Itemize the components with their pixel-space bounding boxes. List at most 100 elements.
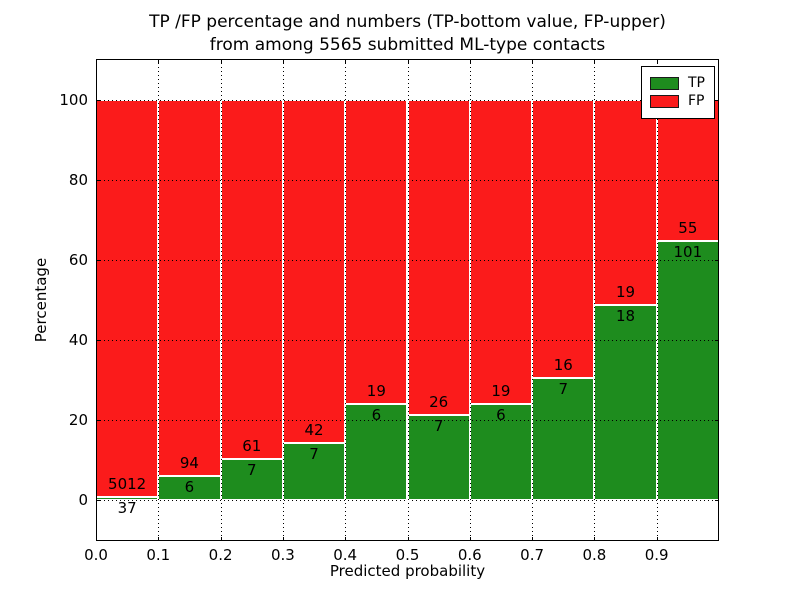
x-tick-label: 0.8 [582,546,607,564]
y-tickmark-right [715,260,719,261]
x-tickmark-top [96,59,97,63]
y-tickmark-right [715,420,719,421]
tp-count-label: 7 [558,380,569,399]
v-gridline [158,59,160,541]
x-tickmark-top [220,59,222,63]
bar-segment-fp [220,100,283,459]
y-tickmark-left [96,420,100,421]
v-gridline [220,59,222,541]
chart-title-line2: from among 5565 submitted ML-type contac… [209,35,606,55]
x-tickmark-top [469,59,471,63]
y-tick-label: 20 [68,411,88,429]
x-tickmark-top [407,59,409,63]
v-gridline [656,59,658,541]
y-tickmark-right [715,340,719,341]
y-tick-label: 40 [68,331,88,349]
bar-segment-fp [282,100,346,443]
y-tickmark-left [96,340,100,341]
x-tick-label: 0.4 [333,546,358,564]
bar-segment-fp [469,100,533,404]
x-tickmark-bottom [656,537,658,541]
bar-segment-tp [656,241,719,500]
bar-segment-fp [96,100,159,498]
tp-color-swatch [650,77,679,90]
fp-count-label: 55 [678,219,698,238]
x-tick-label: 0.1 [146,546,171,564]
v-gridline [532,59,534,541]
x-tick-label: 0.6 [457,546,482,564]
tp-count-label: 6 [371,406,382,424]
y-tick-label: 0 [78,491,88,509]
v-gridline [407,59,409,541]
x-tickmark-bottom [220,537,222,541]
fp-count-label: 19 [366,382,386,400]
y-tickmark-left [96,500,100,501]
legend-label-tp: TP [688,75,705,91]
y-axis-label: Percentage [32,257,50,343]
y-tickmark-right [715,500,719,501]
x-tickmark-bottom [594,537,596,541]
fp-count-label: 26 [429,393,449,412]
x-tickmark-bottom [158,537,160,541]
y-tickmark-left [96,100,100,101]
plot-area: TP FP 5012 37 94 6 61 7 42 7 19 6 26 7 19 6 16 7 19 18 55 1… [96,59,719,541]
fp-count-label: 42 [304,420,324,439]
x-tickmark-top [532,59,534,63]
tp-count-label: 101 [673,243,703,262]
x-tickmark-top [656,59,658,63]
x-tickmark-bottom [469,537,471,541]
y-tick-label: 60 [68,251,88,269]
y-tickmark-left [96,180,100,181]
chart-title-line1: TP /FP percentage and numbers (TP-bottom… [149,12,666,32]
x-tickmark-top [282,59,284,63]
bar-segment-fp [594,100,657,306]
y-tickmark-right [715,180,719,181]
tp-count-label: 6 [496,406,506,424]
bar-segment-tp [594,305,657,500]
v-gridline [469,59,471,541]
x-tickmark-bottom [96,537,97,541]
x-tickmark-top [158,59,160,63]
v-gridline [282,59,284,541]
v-gridline [594,59,596,541]
fp-count-label: 94 [179,454,199,472]
x-tickmark-top [345,59,347,63]
legend: TP FP [641,66,715,119]
y-tickmark-right [715,100,719,101]
x-tick-label: 0.9 [644,546,669,564]
bar-segment-fp [407,100,470,416]
x-axis-label: Predicted probability [329,562,486,580]
fp-count-label: 5012 [108,475,147,494]
y-tick-label: 100 [59,91,88,109]
fp-count-label: 61 [242,436,262,455]
bar-segment-fp [158,100,221,476]
fp-count-label: 19 [491,382,511,400]
bar-segment-tp [158,476,221,500]
x-tickmark-bottom [407,537,409,541]
v-gridline [345,59,347,541]
legend-entry-tp: TP [650,76,705,91]
bar-segment-fp [345,100,408,404]
bar-segment-fp [532,100,595,379]
y-tick-label: 80 [68,171,88,189]
y-tickmark-left [96,260,100,261]
bar-segment-tp [532,378,595,500]
legend-entry-fp: FP [650,94,705,109]
x-tickmark-bottom [282,537,284,541]
tp-count-label: 18 [615,307,636,326]
x-tick-label: 0.7 [520,546,545,564]
legend-label-fp: FP [688,93,705,109]
x-tickmark-top [594,59,596,63]
tp-count-label: 7 [433,417,444,436]
x-tick-label: 0.0 [84,546,108,564]
fp-color-swatch [650,95,679,108]
tp-count-label: 7 [309,444,319,463]
bar-segment-tp [220,458,283,500]
chart-title: TP /FP percentage and numbers (TP-bottom… [96,11,719,57]
tp-count-label: 6 [184,478,195,496]
tp-count-label: 7 [246,460,257,479]
x-tick-label: 0.3 [270,546,295,564]
x-tick-label: 0.5 [395,546,420,564]
fp-count-label: 19 [615,283,636,302]
